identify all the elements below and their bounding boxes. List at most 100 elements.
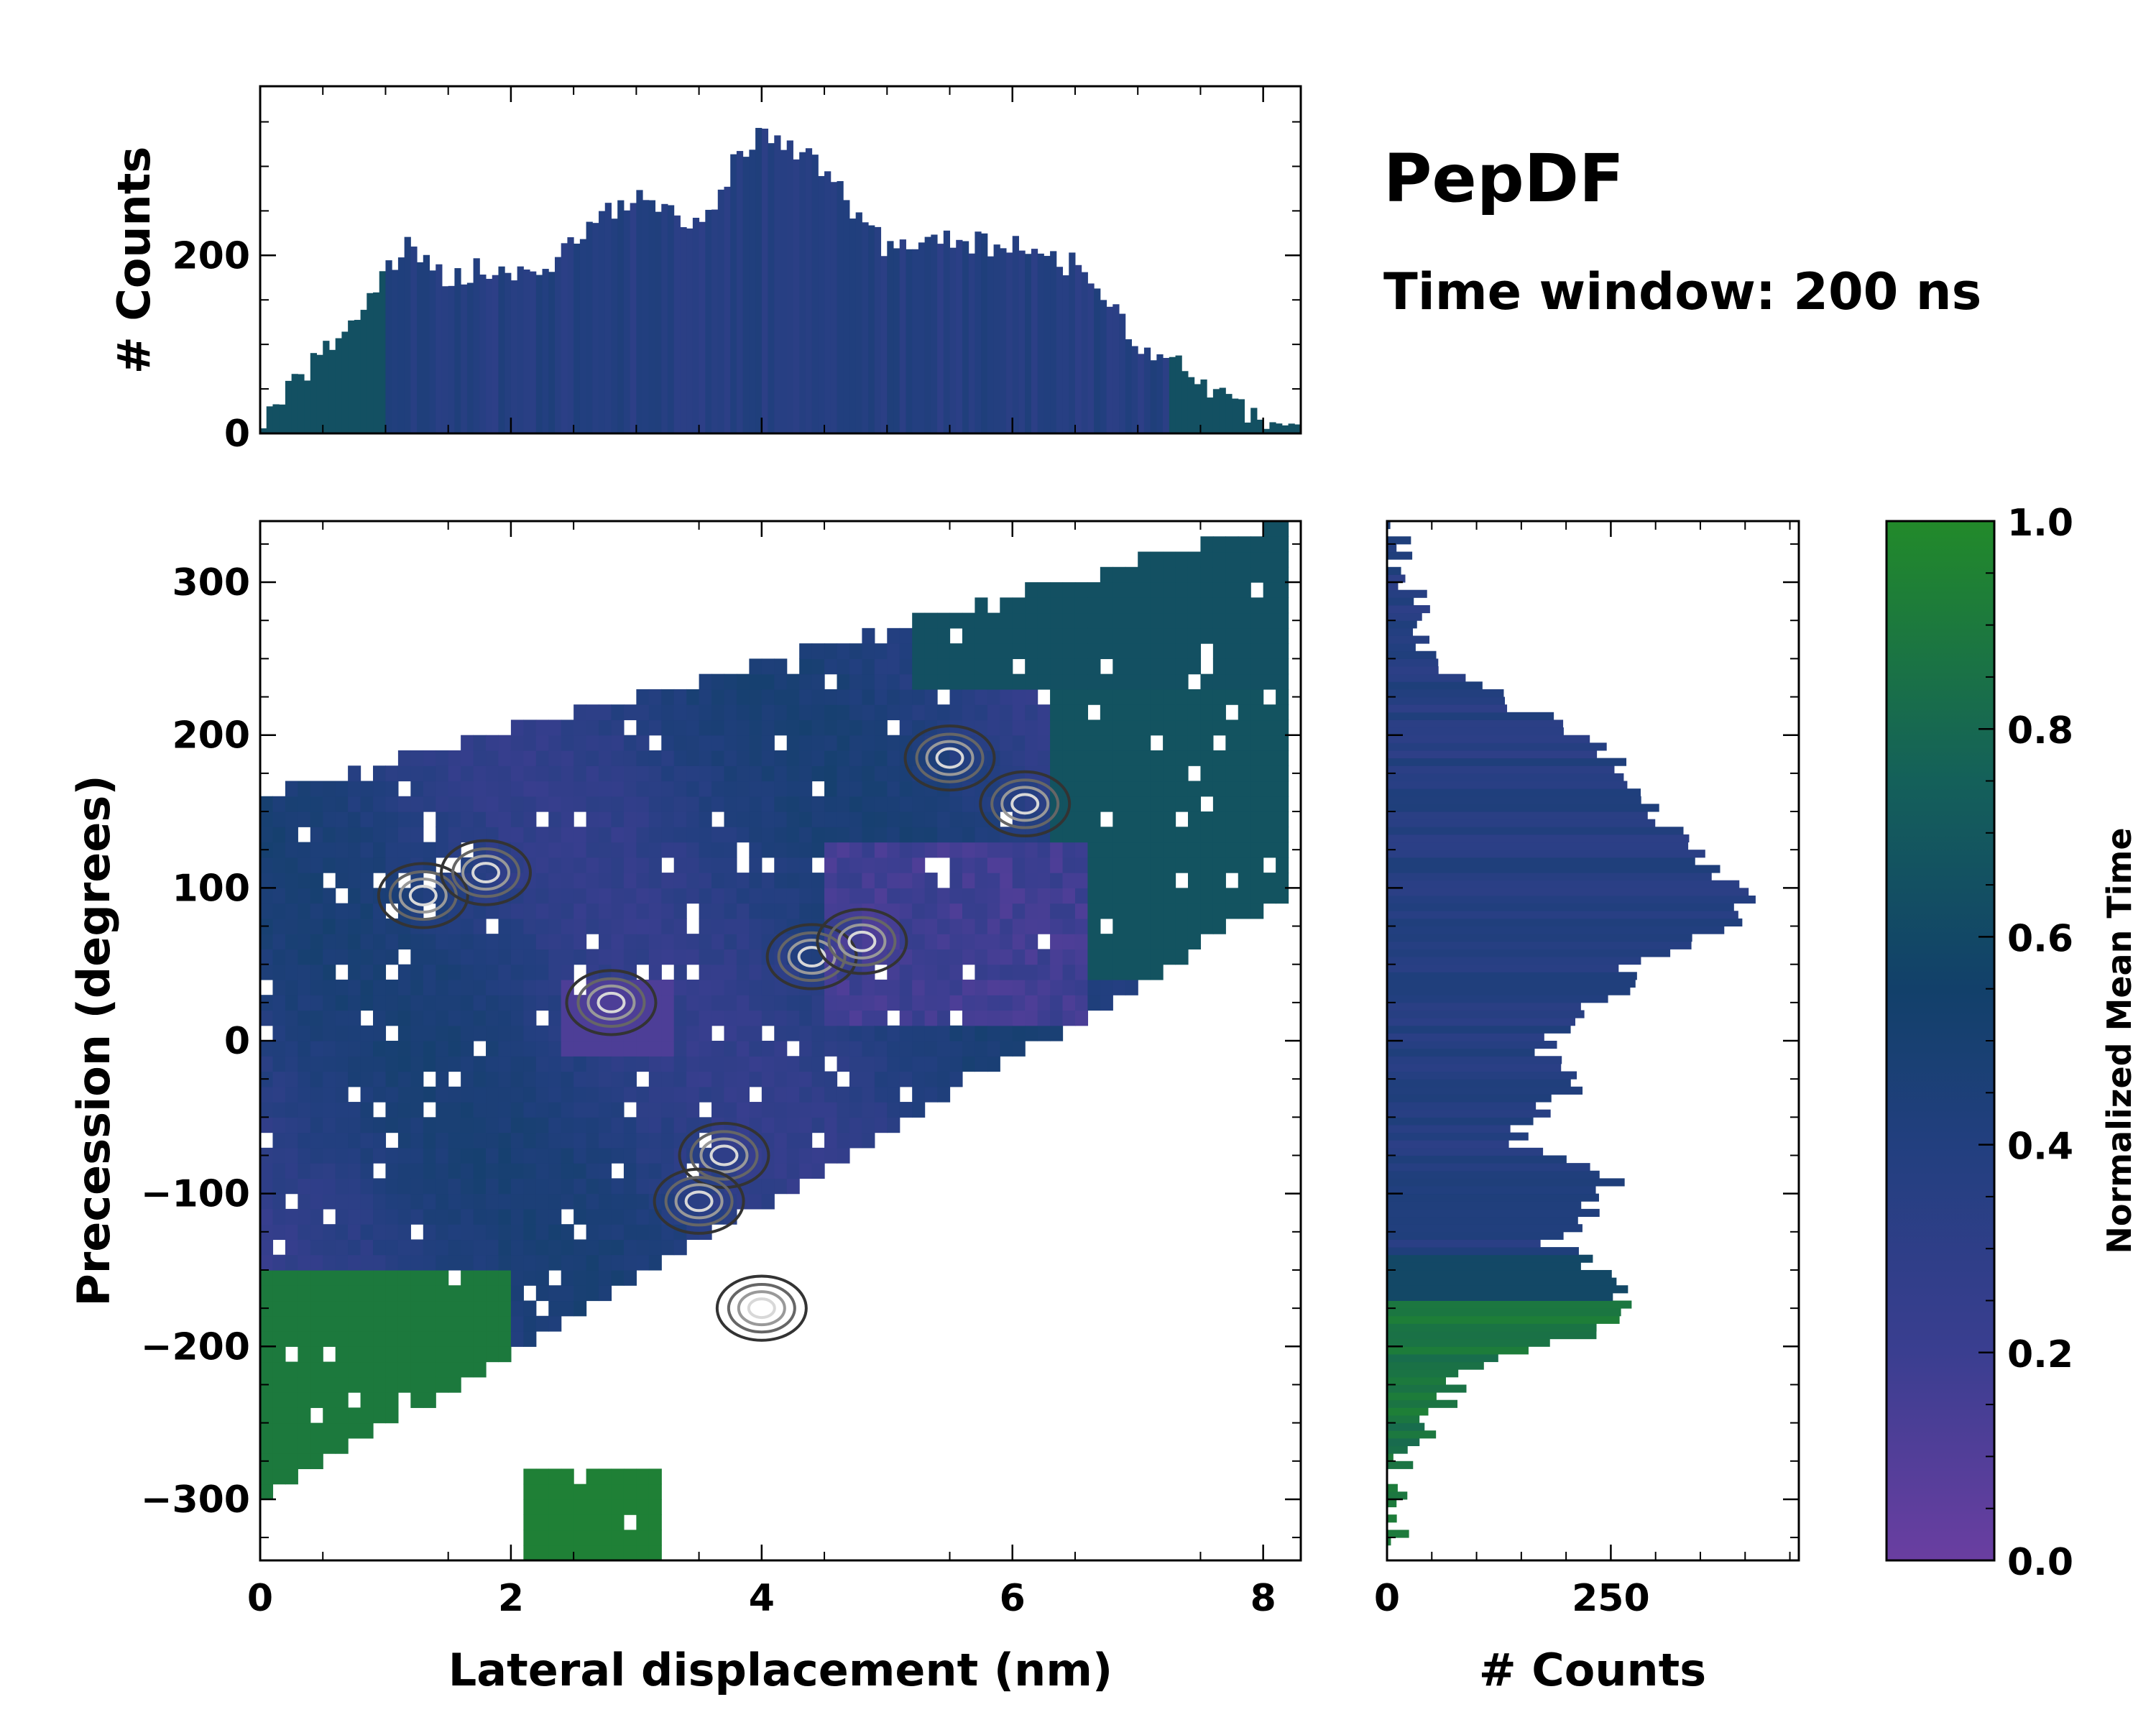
heatmap-cell bbox=[1238, 673, 1251, 690]
heatmap-cell bbox=[1087, 857, 1101, 873]
heatmap-cell bbox=[611, 888, 625, 904]
heatmap-cell bbox=[272, 1102, 286, 1118]
heatmap-cell bbox=[586, 735, 599, 751]
heatmap-cell bbox=[586, 1254, 599, 1271]
heatmap-cell bbox=[535, 781, 549, 797]
density-contour bbox=[576, 977, 646, 1028]
heatmap-cell bbox=[774, 903, 788, 919]
heatmap-cell bbox=[397, 1208, 411, 1225]
heatmap-cell bbox=[360, 1361, 374, 1378]
heatmap-cell bbox=[949, 643, 963, 659]
heatmap-cell bbox=[1263, 873, 1276, 888]
heatmap-cell bbox=[323, 1193, 336, 1210]
heatmap-cell bbox=[824, 735, 838, 751]
heatmap-cell bbox=[799, 949, 813, 965]
heatmap-cell bbox=[573, 765, 587, 782]
heatmap-cell bbox=[1238, 551, 1251, 568]
heatmap-cell bbox=[899, 964, 913, 980]
heatmap-cell bbox=[360, 873, 374, 888]
heatmap-cell bbox=[887, 857, 900, 873]
heatmap-cell bbox=[1100, 704, 1113, 721]
heatmap-cell bbox=[912, 995, 926, 1011]
heatmap-cell bbox=[535, 827, 549, 843]
heatmap-cell bbox=[1138, 949, 1151, 965]
heatmap-cell bbox=[774, 1147, 788, 1164]
heatmap-cell bbox=[548, 1468, 562, 1485]
heatmap-cell bbox=[373, 1376, 387, 1393]
heatmap-cell bbox=[1037, 903, 1051, 919]
heatmap-cell bbox=[1087, 811, 1101, 827]
top-histogram-bar bbox=[736, 151, 744, 433]
right-histogram-bar bbox=[1387, 796, 1641, 804]
heatmap-cell bbox=[385, 1163, 399, 1179]
heatmap-cell bbox=[335, 1315, 349, 1332]
heatmap-cell bbox=[661, 750, 675, 766]
heatmap-cell bbox=[448, 1117, 461, 1133]
heatmap-cell bbox=[523, 1010, 537, 1026]
heatmap-cell bbox=[1025, 719, 1038, 736]
heatmap-cell bbox=[535, 1545, 549, 1560]
heatmap-cell bbox=[461, 1117, 474, 1133]
right-histogram-bar bbox=[1387, 1079, 1571, 1087]
heatmap-cell bbox=[1150, 551, 1164, 568]
heatmap-cell bbox=[661, 1041, 675, 1057]
right-histogram-bar bbox=[1387, 1292, 1613, 1301]
heatmap-cell bbox=[937, 888, 951, 904]
heatmap-cell bbox=[323, 1407, 336, 1424]
heatmap-cell bbox=[749, 673, 763, 690]
heatmap-cell bbox=[724, 827, 737, 843]
top-histogram-bar bbox=[1018, 250, 1026, 433]
heatmap-cell bbox=[761, 781, 775, 797]
heatmap-cell bbox=[461, 1132, 474, 1149]
heatmap-cell bbox=[711, 918, 725, 934]
heatmap-cell bbox=[323, 1071, 336, 1087]
heatmap-cell bbox=[385, 1102, 399, 1118]
heatmap-cell bbox=[548, 1254, 562, 1271]
heatmap-cell bbox=[611, 1530, 625, 1546]
top-histogram-bar bbox=[1156, 354, 1164, 433]
heatmap-cell bbox=[711, 719, 725, 736]
heatmap-cell bbox=[1074, 689, 1089, 705]
right-histogram-bar bbox=[1387, 727, 1564, 736]
heatmap-cell bbox=[1087, 597, 1101, 614]
heatmap-cell bbox=[599, 750, 612, 766]
heatmap-cell bbox=[1163, 811, 1176, 827]
heatmap-cell bbox=[1125, 719, 1138, 736]
right-histogram-bar bbox=[1387, 1361, 1484, 1370]
right-histogram-bar bbox=[1387, 1254, 1593, 1263]
heatmap-cell bbox=[1050, 964, 1064, 980]
density-contour bbox=[653, 1167, 745, 1235]
heatmap-cell bbox=[1125, 627, 1138, 644]
right-histogram-bar bbox=[1387, 949, 1671, 957]
heatmap-cell bbox=[498, 1025, 512, 1041]
top-histogram-ylabel: # Counts bbox=[108, 147, 160, 374]
heatmap-cell bbox=[448, 979, 461, 995]
heatmap-cell bbox=[498, 1010, 512, 1026]
heatmap-cell bbox=[761, 735, 775, 751]
heatmap-cell bbox=[310, 857, 323, 873]
heatmap-cell bbox=[686, 934, 700, 950]
heatmap-cell bbox=[648, 1117, 662, 1133]
main-ytick-label: 100 bbox=[172, 867, 250, 910]
heatmap-cell bbox=[385, 1071, 399, 1087]
heatmap-cell bbox=[486, 796, 499, 812]
heatmap-cell bbox=[473, 1071, 487, 1087]
heatmap-cell bbox=[285, 1285, 298, 1302]
heatmap-cell bbox=[323, 1086, 336, 1103]
heatmap-cell bbox=[436, 781, 449, 797]
main-ytick-label: −200 bbox=[141, 1325, 250, 1368]
heatmap-cell bbox=[1012, 719, 1026, 736]
heatmap-cell bbox=[661, 888, 675, 904]
heatmap-cell bbox=[523, 1147, 537, 1164]
heatmap-cell bbox=[523, 1102, 537, 1118]
heatmap-cell bbox=[686, 949, 700, 965]
main-xtick-label: 4 bbox=[749, 1577, 775, 1620]
heatmap-cell bbox=[335, 1071, 349, 1087]
heatmap-cell bbox=[661, 1010, 675, 1026]
heatmap-cell bbox=[599, 1132, 612, 1149]
heatmap-cell bbox=[862, 765, 875, 782]
heatmap-cell bbox=[348, 934, 361, 950]
heatmap-cell bbox=[1012, 765, 1026, 782]
heatmap-cell bbox=[548, 1300, 562, 1317]
heatmap-cell bbox=[611, 781, 625, 797]
